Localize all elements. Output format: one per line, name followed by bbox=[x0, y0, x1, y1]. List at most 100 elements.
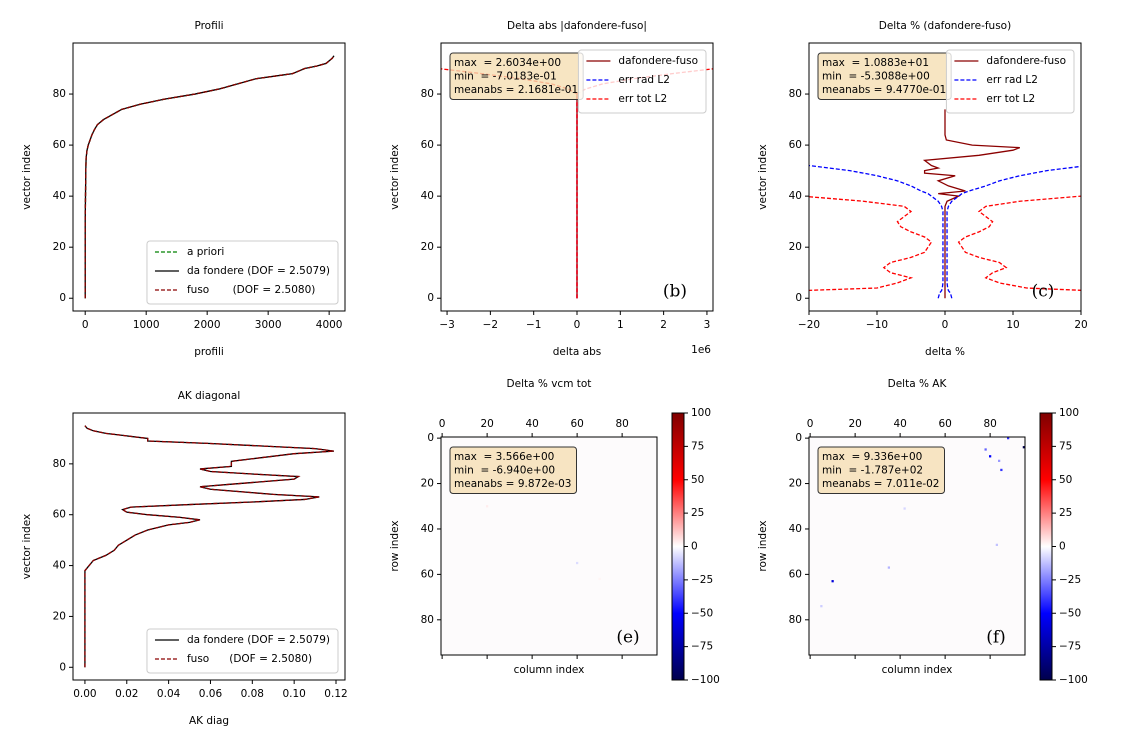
y-axis-label: vector index bbox=[21, 514, 33, 579]
y-tick-label: 0 bbox=[427, 432, 434, 444]
legend-label: dafondere-fuso bbox=[618, 55, 698, 67]
cell bbox=[820, 605, 823, 608]
stats-line: min = -6.940e+00 bbox=[454, 465, 555, 477]
colorbar bbox=[671, 412, 685, 681]
stats-line: max = 9.336e+00 bbox=[822, 451, 922, 463]
stats-line: meanabs = 2.1681e-01 bbox=[454, 84, 578, 96]
y-tick-label: 20 bbox=[421, 478, 434, 490]
x-tick-label: 0 bbox=[82, 319, 89, 331]
colorbar-tick-label: 0 bbox=[1059, 541, 1066, 553]
x-tick-label: 0 bbox=[807, 418, 814, 430]
colorbar bbox=[1039, 412, 1053, 681]
x-tick-label: 0.08 bbox=[241, 688, 264, 700]
axes-frame bbox=[440, 436, 658, 656]
x-tick-label: 20 bbox=[1074, 319, 1087, 331]
colorbar-tick-label: 100 bbox=[1059, 407, 1079, 419]
panel-label: (f) bbox=[986, 628, 1006, 648]
colorbar-tick-label: 75 bbox=[1059, 440, 1072, 452]
y-tick-label: 80 bbox=[53, 458, 66, 470]
x-tick-label: 0.06 bbox=[199, 688, 223, 700]
y-tick-label: 0 bbox=[427, 292, 434, 304]
chart-title: Delta % AK bbox=[888, 378, 948, 390]
y-tick-label: 60 bbox=[789, 139, 802, 151]
x-tick-label: 0.00 bbox=[73, 688, 96, 700]
y-tick-label: 80 bbox=[789, 614, 802, 626]
stats-box: max = 2.6034e+00 min = -7.0183e-01meanabs… bbox=[449, 52, 584, 100]
axes-frame bbox=[72, 42, 346, 312]
y-tick-label: 20 bbox=[53, 610, 66, 622]
cell bbox=[1022, 446, 1025, 449]
y-tick-label: 40 bbox=[421, 523, 434, 535]
x-axis-label: profili bbox=[194, 346, 224, 358]
legend-label: a priori bbox=[187, 246, 224, 258]
colorbar-tick-label: 100 bbox=[691, 407, 711, 419]
series-line bbox=[809, 196, 933, 291]
stats-line: min = -7.0183e-01 bbox=[454, 71, 557, 83]
series-line bbox=[946, 165, 1081, 299]
x-tick-label: 2 bbox=[660, 319, 667, 331]
cell bbox=[598, 577, 601, 581]
y-tick-label: 40 bbox=[789, 190, 802, 202]
axes-frame bbox=[72, 412, 346, 681]
colorbar-tick-label: 25 bbox=[1059, 507, 1072, 519]
stats-frame bbox=[817, 446, 945, 494]
colorbar-tick-label: 50 bbox=[691, 474, 704, 486]
x-offset-label: 1e6 bbox=[691, 344, 711, 356]
series-line bbox=[922, 109, 1021, 299]
y-axis-label: row index bbox=[389, 520, 401, 571]
cell bbox=[887, 566, 890, 569]
y-tick-label: 60 bbox=[421, 568, 434, 580]
legend-label: dafondere-fuso bbox=[986, 55, 1066, 67]
stats-line: min = -5.3088e+00 bbox=[822, 71, 930, 83]
y-tick-label: 0 bbox=[59, 292, 66, 304]
chart-title: AK diagonal bbox=[178, 390, 241, 402]
axes-frame bbox=[808, 436, 1026, 656]
x-tick-label: 0.12 bbox=[324, 688, 347, 700]
legend-frame bbox=[146, 240, 339, 305]
x-tick-label: 20 bbox=[848, 418, 861, 430]
colorbar-tick-label: −25 bbox=[1059, 574, 1081, 586]
legend-label: fuso (DOF = 2.5080) bbox=[187, 653, 312, 665]
x-tick-label: 0 bbox=[574, 319, 581, 331]
stats-line: max = 1.0883e+01 bbox=[822, 57, 929, 69]
legend-frame bbox=[146, 628, 339, 674]
x-tick-label: −1 bbox=[526, 319, 541, 331]
x-tick-label: −20 bbox=[798, 319, 820, 331]
x-tick-label: 2000 bbox=[194, 319, 221, 331]
y-tick-label: 20 bbox=[421, 241, 434, 253]
colorbar-tick-label: −50 bbox=[1059, 607, 1081, 619]
y-tick-label: 60 bbox=[53, 139, 66, 151]
cell bbox=[486, 505, 489, 508]
stats-line: meanabs = 9.4770e-01 bbox=[822, 84, 946, 96]
y-tick-label: 60 bbox=[53, 509, 66, 521]
legend-frame bbox=[945, 49, 1075, 114]
colorbar-tick-label: 0 bbox=[691, 541, 698, 553]
axes-frame bbox=[440, 42, 714, 312]
x-tick-label: 1000 bbox=[133, 319, 160, 331]
y-tick-label: 60 bbox=[789, 568, 802, 580]
y-tick-label: 40 bbox=[53, 190, 66, 202]
stats-box: max = 1.0883e+01 min = -5.3088e+00meanabs… bbox=[817, 52, 952, 100]
colorbar-tick-label: −25 bbox=[691, 574, 713, 586]
y-tick-label: 20 bbox=[53, 241, 66, 253]
chart-title: Delta % vcm tot bbox=[507, 378, 592, 390]
stats-line: min = -1.787e+02 bbox=[822, 465, 923, 477]
x-axis-label: AK diag bbox=[189, 715, 229, 727]
y-tick-label: 80 bbox=[421, 614, 434, 626]
cell bbox=[903, 507, 906, 510]
y-tick-label: 20 bbox=[789, 241, 802, 253]
colorbar-tick-label: 75 bbox=[691, 440, 704, 452]
chart-title: Delta % (dafondere-fuso) bbox=[879, 20, 1011, 32]
x-tick-label: −3 bbox=[439, 319, 454, 331]
series-line bbox=[84, 425, 334, 668]
y-tick-label: 0 bbox=[59, 661, 66, 673]
x-tick-label: −10 bbox=[866, 319, 888, 331]
x-tick-label: 20 bbox=[480, 418, 493, 430]
legend-label: fuso (DOF = 2.5080) bbox=[187, 284, 315, 296]
y-tick-label: 0 bbox=[795, 292, 802, 304]
x-axis-label: delta abs bbox=[553, 346, 602, 358]
cell bbox=[995, 543, 998, 546]
legend-label: err rad L2 bbox=[618, 74, 670, 86]
x-tick-label: 40 bbox=[893, 418, 906, 430]
y-tick-label: 40 bbox=[789, 523, 802, 535]
